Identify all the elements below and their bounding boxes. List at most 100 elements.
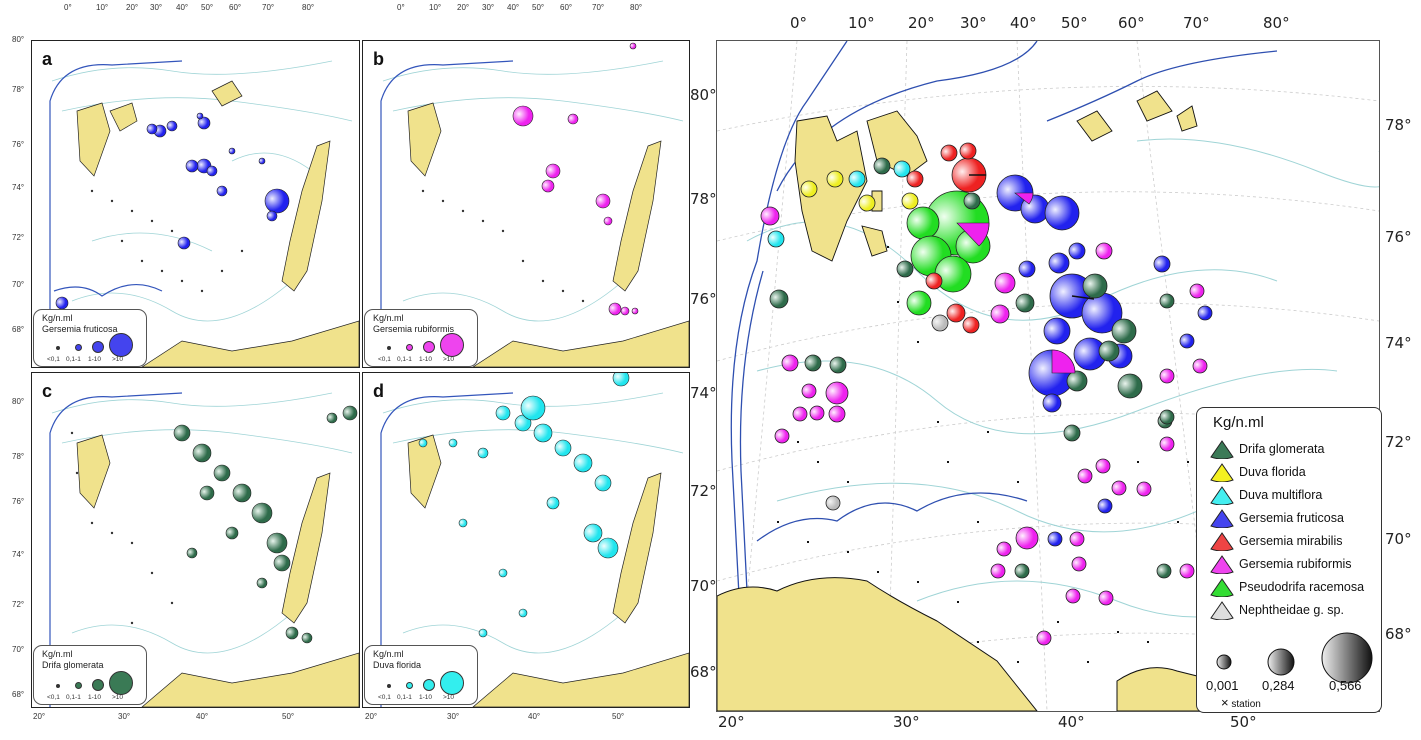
tick: 78°: [690, 190, 717, 208]
size-dot: [440, 671, 464, 695]
size-label: 0,1-1: [397, 356, 412, 363]
tick: 80°: [630, 3, 643, 12]
legend-units: Kg/n.ml: [42, 313, 73, 323]
tick: 76°: [1385, 228, 1412, 246]
legend-species: Duva florida: [373, 660, 422, 670]
tick: 68°: [12, 690, 25, 699]
legend-label: Gersemia rubiformis: [1239, 557, 1352, 571]
size-label: 1-10: [419, 694, 433, 701]
size-label: <0,1: [47, 356, 60, 363]
pie-wedge-icon: [1210, 440, 1234, 459]
tick: 70°: [690, 577, 717, 595]
tick: 80°: [690, 86, 717, 104]
tick: 70°: [12, 280, 25, 289]
size-label: <0,1: [378, 694, 391, 701]
panel-b-legend: Kg/n.ml Gersemia rubiformis <0,1 0,1-1 1…: [364, 309, 478, 367]
size-label: <0,1: [378, 356, 391, 363]
legend-item-pseudodrifa-racemosa: Pseudodrifa racemosa: [1209, 576, 1364, 598]
tick: 72°: [12, 233, 25, 242]
tick: 30°: [150, 3, 163, 12]
tick: 20°: [908, 14, 935, 32]
tick: 50°: [201, 3, 214, 12]
tick: 30°: [893, 713, 920, 731]
tick: 72°: [690, 482, 717, 500]
legend-label: Pseudodrifa racemosa: [1239, 580, 1365, 594]
map-panel-b: b Kg/n.ml Gersemia rubiformis <0,1 0,1-1…: [362, 40, 690, 368]
pie-wedge-icon: [1210, 486, 1234, 505]
legend-units: Kg/n.ml: [42, 649, 73, 659]
size-label: >10: [112, 694, 124, 701]
tick: 50°: [1061, 14, 1088, 32]
size-label: <0,1: [47, 694, 60, 701]
tick: 72°: [12, 600, 25, 609]
tick: 70°: [1385, 530, 1412, 548]
tick: 0°: [790, 14, 808, 32]
legend-item-duva-multiflora: Duva multiflora: [1209, 484, 1322, 506]
tick: 50°: [282, 712, 295, 721]
tick: 74°: [12, 550, 25, 559]
station-label: station: [1231, 699, 1261, 710]
tick: 20°: [457, 3, 470, 12]
tick: 20°: [126, 3, 139, 12]
tick: 80°: [12, 35, 25, 44]
tick: 68°: [690, 663, 717, 681]
pie-wedge-icon: [1210, 463, 1234, 482]
pie-wedge-icon: [1210, 555, 1234, 574]
tick: 70°: [1183, 14, 1210, 32]
panel-a-legend: Kg/n.ml Gersemia fruticosa <0,1 0,1-1 1-…: [33, 309, 147, 367]
map-panel-d: d Kg/n.ml Duva florida <0,1 0,1-1 1-10 >…: [362, 372, 690, 708]
tick: 68°: [1385, 625, 1412, 643]
tick: 50°: [532, 3, 545, 12]
tick: 30°: [960, 14, 987, 32]
tick: 70°: [592, 3, 605, 12]
map-panel-c: c Kg/n.ml Drifa glomerata <0,1 0,1-1 1-1…: [31, 372, 360, 708]
tick: 72°: [1385, 433, 1412, 451]
size-dot: [109, 333, 133, 357]
panel-d-legend: Kg/n.ml Duva florida <0,1 0,1-1 1-10 >10: [364, 645, 478, 705]
size-dot: [56, 684, 60, 688]
species-legend: Kg/n.ml Drifa glomerata Duva florida Duv…: [1196, 407, 1382, 713]
legend-label: Duva multiflora: [1239, 488, 1323, 502]
size-dot: [440, 333, 464, 357]
pie-wedge-icon: [1210, 532, 1234, 551]
size-label: 0,1-1: [66, 356, 81, 363]
pie-wedge-icon: [1210, 601, 1234, 620]
tick: 76°: [12, 140, 25, 149]
panel-b-map-graphic: [380, 42, 689, 367]
size-label: 1-10: [88, 694, 102, 701]
legend-title: Kg/n.ml: [1213, 414, 1264, 431]
tick: 70°: [12, 645, 25, 654]
tick: 40°: [1058, 713, 1085, 731]
size-label: 0,284: [1262, 678, 1295, 693]
legend-item-duva-florida: Duva florida: [1209, 461, 1306, 483]
tick: 40°: [528, 712, 541, 721]
tick: 76°: [690, 290, 717, 308]
size-label: 1-10: [419, 356, 433, 363]
panel-label: c: [42, 381, 53, 401]
size-label: >10: [112, 356, 124, 363]
station-legend: × station: [1221, 695, 1261, 710]
tick: 50°: [1230, 713, 1257, 731]
size-dot: [75, 344, 82, 351]
tick: 74°: [12, 183, 25, 192]
size-label: >10: [443, 356, 455, 363]
size-scale-circles: [1216, 632, 1373, 684]
size-dot: [423, 679, 435, 691]
legend-units: Kg/n.ml: [373, 313, 404, 323]
size-dot: [75, 682, 82, 689]
tick: 60°: [1118, 14, 1145, 32]
size-label: 0,1-1: [66, 694, 81, 701]
legend-item-drifa-glomerata: Drifa glomerata: [1209, 438, 1324, 460]
tick: 80°: [12, 397, 25, 406]
tick: 68°: [12, 325, 25, 334]
tick: 40°: [507, 3, 520, 12]
tick: 10°: [848, 14, 875, 32]
tick: 20°: [33, 712, 46, 721]
pie-wedge-icon: [1210, 509, 1234, 528]
size-dot: [387, 684, 391, 688]
legend-label: Nephtheidae g. sp.: [1239, 603, 1344, 617]
tick: 60°: [229, 3, 242, 12]
panel-label: b: [373, 49, 384, 69]
panel-c-legend: Kg/n.ml Drifa glomerata <0,1 0,1-1 1-10 …: [33, 645, 147, 705]
tick: 40°: [176, 3, 189, 12]
